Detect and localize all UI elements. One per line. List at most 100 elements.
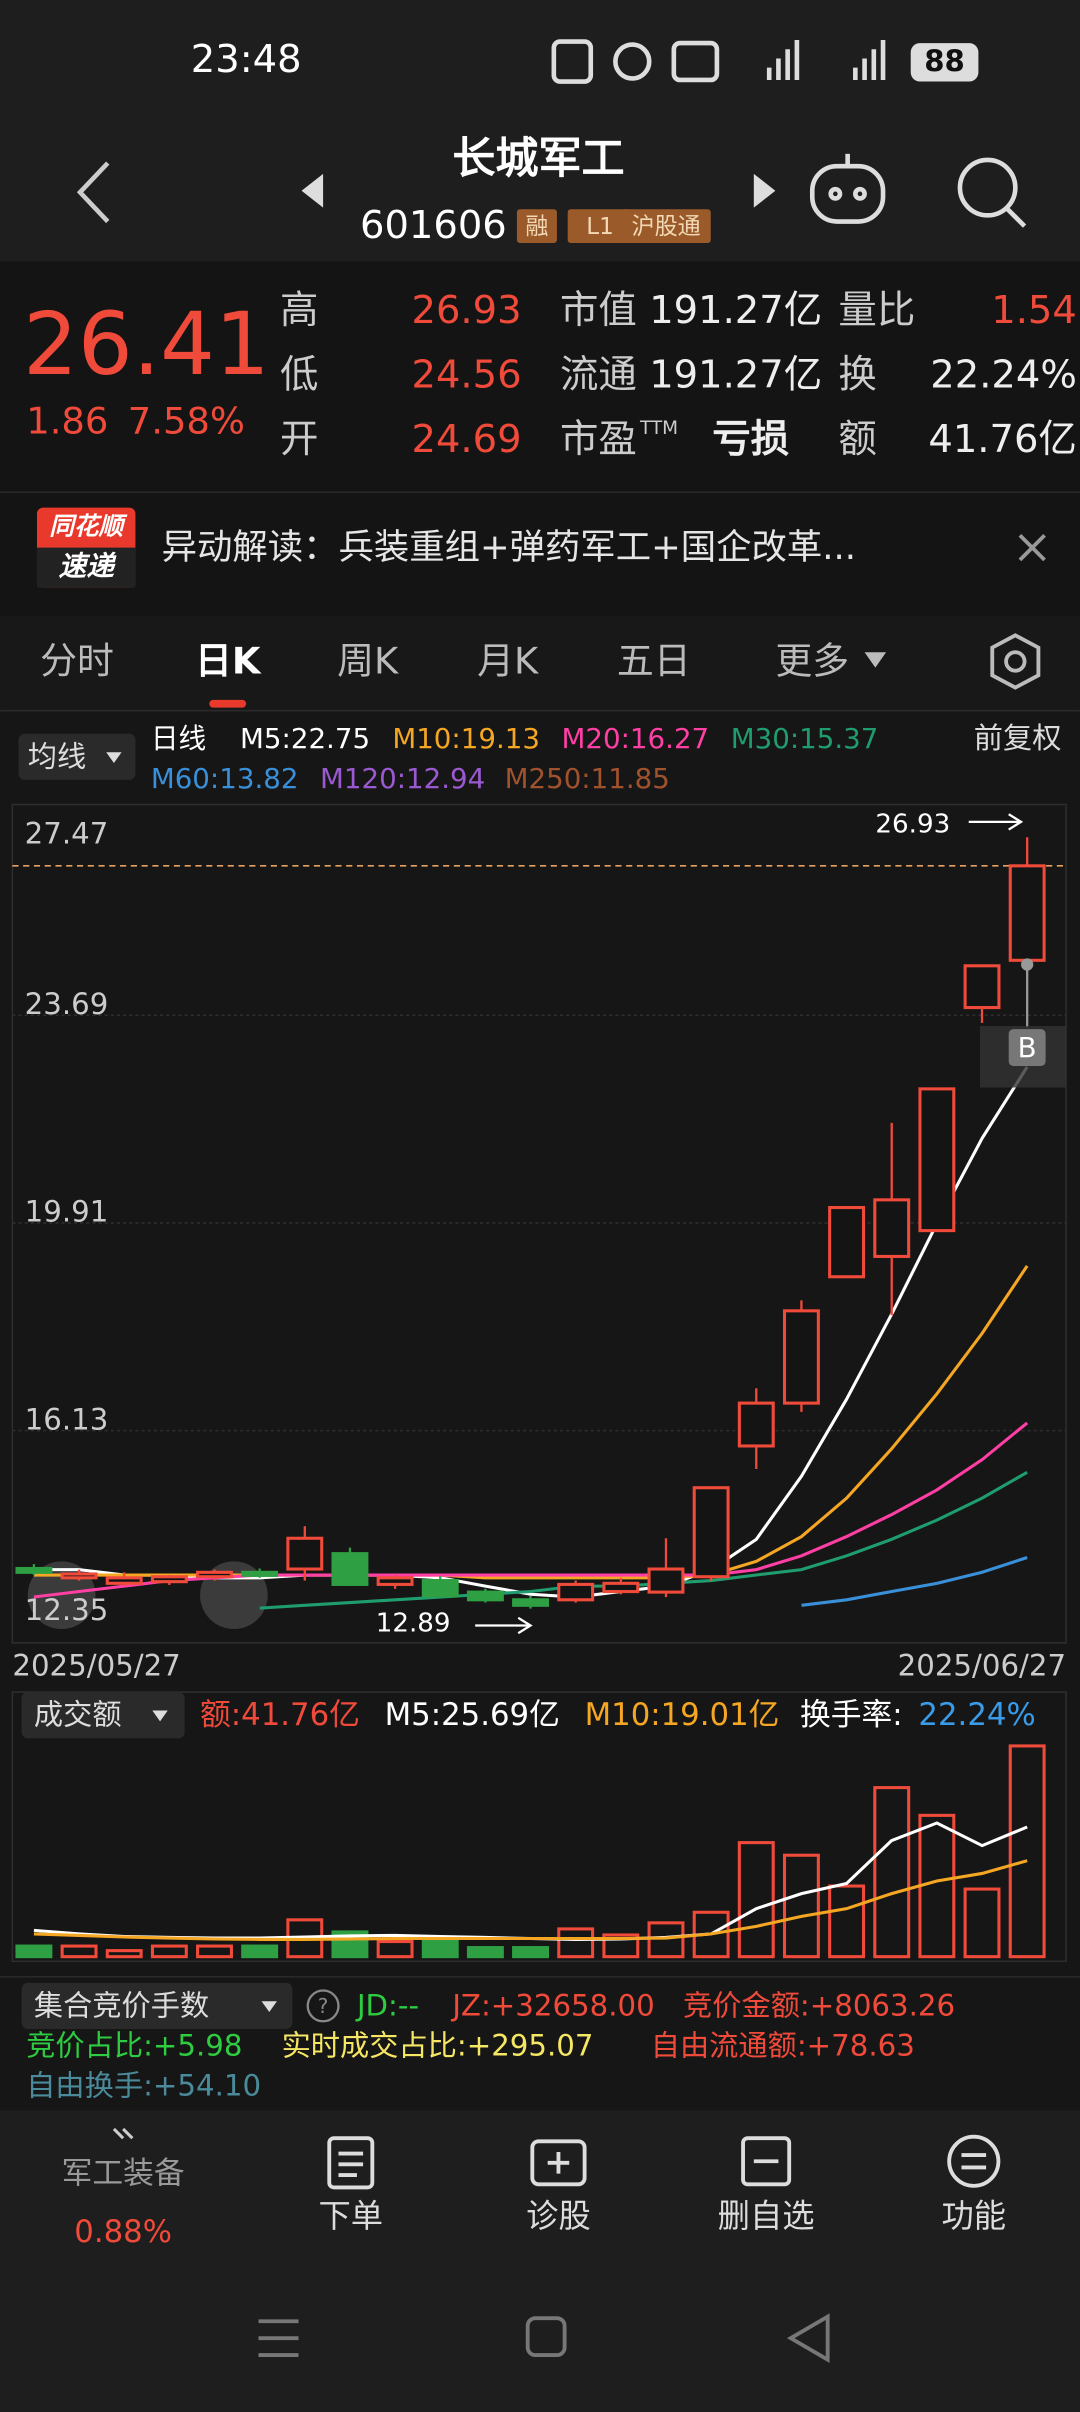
news-badge-lower: [36, 547, 136, 588]
candle-body: [828, 1206, 866, 1279]
help-icon[interactable]: [306, 1989, 340, 2023]
high-label: 26.93: [875, 809, 950, 839]
volume-bar: [15, 1944, 53, 1959]
tab[interactable]: 月K: [477, 639, 539, 682]
tab[interactable]: 日K: [195, 639, 262, 682]
candle-body: [557, 1582, 595, 1602]
stat-label: 开: [280, 417, 318, 462]
stat-value: 191.27亿: [649, 352, 822, 397]
volume-label: 22.24%: [918, 1697, 1035, 1733]
close-news[interactable]: [1018, 533, 1046, 562]
stat-value: 1.54: [991, 288, 1077, 333]
volume-bar: [647, 1921, 685, 1959]
auction-metric: JD:--: [355, 1988, 419, 2022]
back-button[interactable]: [76, 161, 110, 224]
volume-label: M5:25.69亿: [385, 1697, 560, 1733]
ma-line: [33, 1421, 1029, 1599]
nav-item[interactable]: 功能: [941, 2197, 1006, 2235]
tag: 沪股通: [632, 214, 701, 240]
candle-body: [196, 1570, 233, 1579]
candle-body: [60, 1572, 98, 1580]
stat-value: 亏损: [712, 417, 789, 462]
battery-level: 88: [924, 44, 965, 78]
tag-bg: [516, 209, 557, 244]
volume-bar: [782, 1853, 820, 1959]
volume-bar: [105, 1949, 143, 1959]
tabs-bg: [0, 615, 1080, 711]
volume-bar: [873, 1786, 911, 1959]
stat-value: 191.27亿: [649, 288, 822, 333]
ma-button-bg[interactable]: [18, 733, 136, 780]
tab[interactable]: 周K: [337, 639, 399, 682]
candle-body: [286, 1536, 324, 1571]
sector-name[interactable]: 军工装备: [62, 2156, 185, 2192]
sector-arrow: [112, 2127, 134, 2140]
stat-label: 额: [838, 417, 876, 462]
nav-item[interactable]: 删自选: [718, 2197, 815, 2235]
ma-label: M10:19.13: [392, 722, 540, 755]
change: 1.86: [26, 400, 108, 443]
auction-button[interactable]: 集合竞价手数: [34, 1988, 209, 2022]
candle-body: [873, 1198, 911, 1258]
volume-bar: [60, 1944, 98, 1959]
news-text[interactable]: 异动解读：兵装重组+弹药军工+国企改革...: [162, 527, 856, 568]
search-icon[interactable]: [957, 157, 1027, 228]
prev-stock[interactable]: [301, 173, 324, 208]
system-nav[interactable]: [258, 2313, 830, 2364]
low-arrow: [475, 1616, 533, 1635]
stat-label: 市值: [560, 288, 637, 333]
marker-box: [1008, 1029, 1046, 1067]
dropdown-arrow: [152, 1710, 168, 1722]
volume-bar: [466, 1946, 504, 1959]
volume-bar: [918, 1813, 956, 1959]
dropdown-arrow: [261, 2001, 277, 2013]
nav-item[interactable]: 诊股: [526, 2197, 591, 2235]
next-stock[interactable]: [753, 173, 776, 208]
candle-body: [105, 1576, 143, 1585]
marker-dot: [1021, 958, 1034, 971]
auction-metric: 竞价金额:+8063.26: [683, 1988, 955, 2022]
tab-indicator: [209, 699, 247, 708]
stat-label: 低: [280, 352, 318, 397]
x-label: 2025/06/27: [898, 1648, 1066, 1682]
auction-button-bg[interactable]: [21, 1982, 293, 2029]
ma-label: M250:11.85: [505, 762, 670, 795]
stat-label-sup: TTM: [639, 418, 678, 439]
volume-bar: [376, 1939, 414, 1959]
candle-body: [782, 1309, 820, 1405]
volume-label: M10:19.01亿: [585, 1697, 780, 1733]
candle-body: [737, 1401, 775, 1448]
ma-label: M120:12.94: [320, 762, 485, 795]
tag: L1: [586, 214, 614, 240]
y-tick-label: 19.91: [25, 1195, 109, 1229]
robot-icon[interactable]: [809, 153, 886, 224]
volume-button[interactable]: 成交额: [34, 1698, 122, 1732]
tab[interactable]: 更多: [775, 639, 849, 682]
candle-body: [376, 1576, 414, 1586]
ma-button[interactable]: 均线: [28, 739, 86, 773]
volume-button-bg[interactable]: [21, 1692, 185, 1739]
stat-value: 41.76亿: [928, 417, 1076, 462]
nav-icons: [327, 2134, 1001, 2190]
volume-label: 额:41.76亿: [200, 1697, 360, 1733]
ma-label: M30:15.37: [731, 722, 879, 755]
change-pct: 7.58%: [128, 400, 245, 443]
bottom-bg: [0, 2110, 1080, 2412]
candle-body: [421, 1579, 459, 1598]
volume-bar: [512, 1946, 549, 1959]
quote-bg: [0, 261, 1080, 616]
volume-bar: [421, 1936, 459, 1959]
sector-pct: 0.88%: [74, 2214, 172, 2250]
tab[interactable]: 五日: [617, 639, 691, 682]
adjust-mode[interactable]: 前复权: [974, 721, 1062, 755]
tag-bg: [567, 209, 633, 244]
nav-item[interactable]: 下单: [318, 2197, 383, 2235]
stat-label: 换: [838, 352, 876, 397]
auction-metric: 自由换手:+54.10: [26, 2068, 261, 2102]
volume-label: 换手率:: [800, 1697, 903, 1733]
low-label: 12.89: [376, 1608, 451, 1638]
candle-body: [692, 1486, 730, 1579]
settings-icon[interactable]: [990, 633, 1041, 690]
tab[interactable]: 分时: [40, 639, 114, 682]
